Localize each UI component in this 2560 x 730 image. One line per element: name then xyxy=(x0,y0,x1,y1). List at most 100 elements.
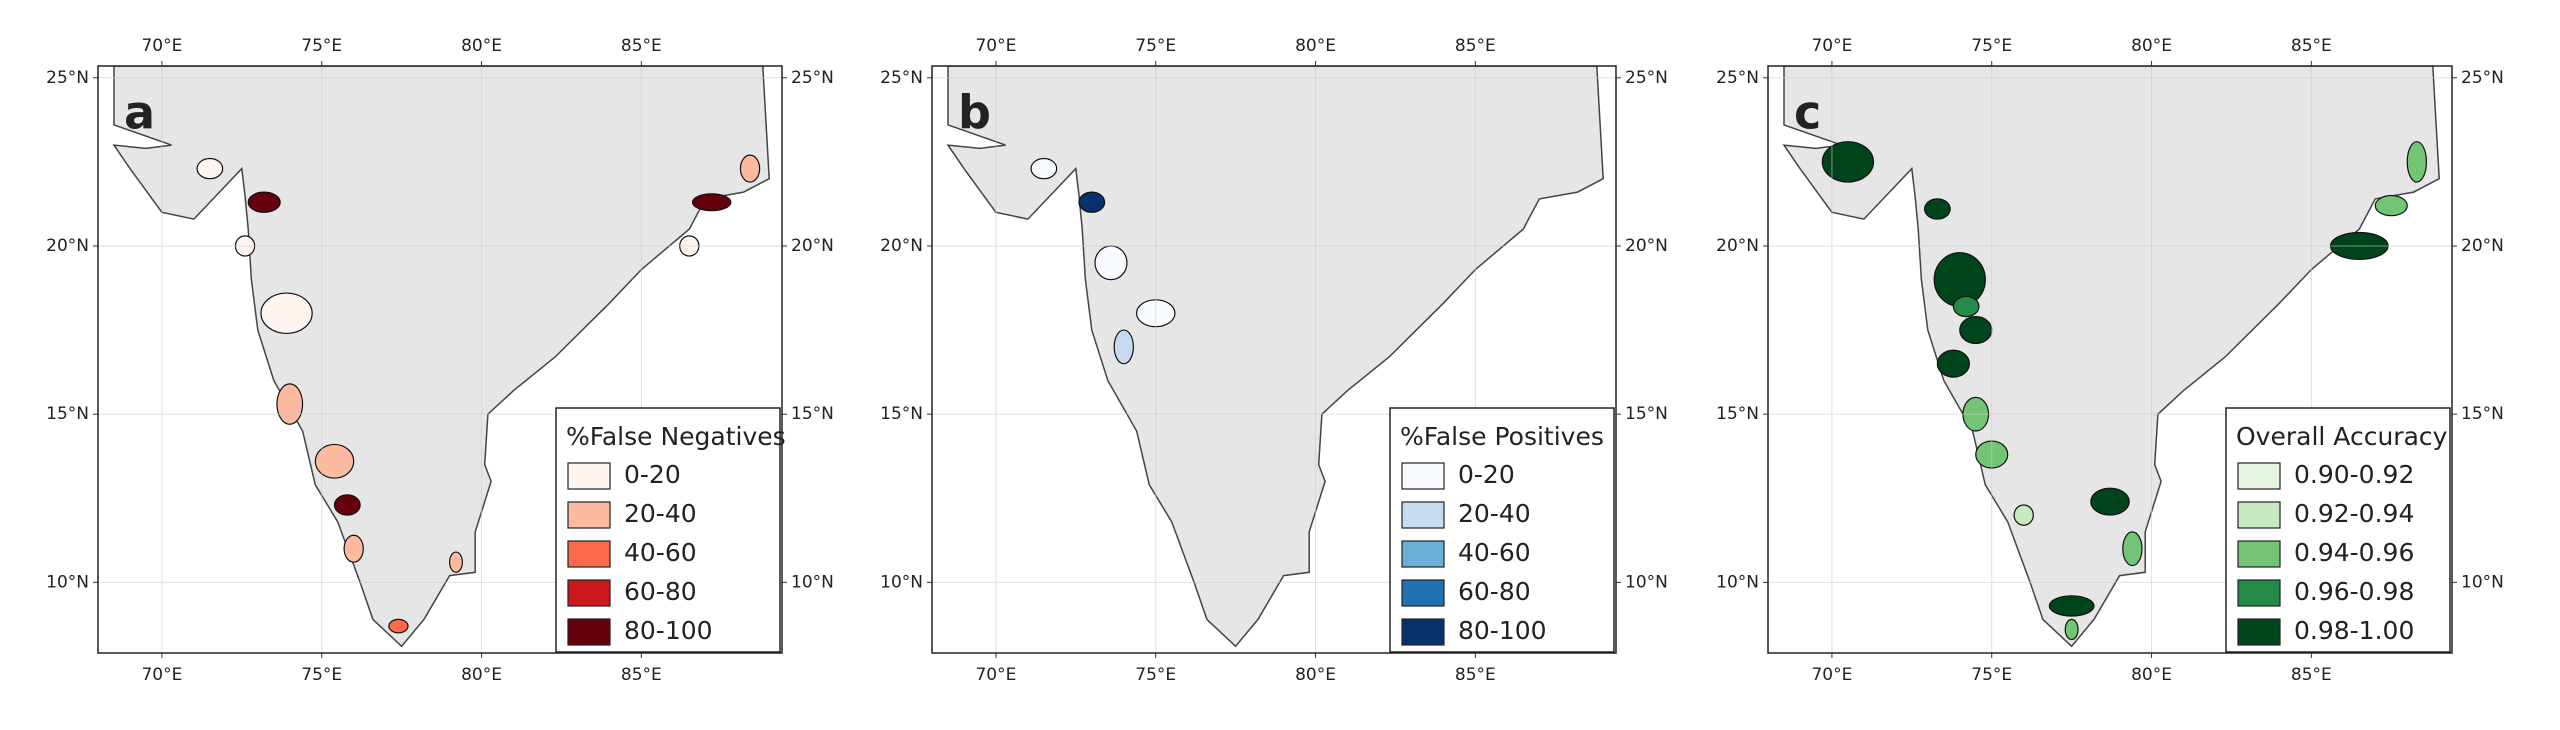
x-tick-label: 80°E xyxy=(461,665,502,685)
district xyxy=(343,534,364,563)
map-panel: 70°E 70°E 75°E 75°E 80°E 80°E 85°E 85°E 10°N 10°N… xyxy=(46,36,834,685)
x-tick-label: 70°E xyxy=(141,36,182,56)
y-tick-label: 20°N xyxy=(46,236,89,256)
district xyxy=(247,191,281,213)
x-tick-label: 75°E xyxy=(301,36,342,56)
legend-label: 0.94-0.96 xyxy=(2294,538,2414,567)
x-tick-label: 70°E xyxy=(1811,665,1852,685)
legend-swatch xyxy=(567,540,611,568)
legend-label: 0.92-0.94 xyxy=(2294,499,2414,528)
district xyxy=(448,551,463,573)
district xyxy=(196,157,224,180)
district xyxy=(2048,595,2095,617)
land xyxy=(112,66,770,648)
x-tick-label: 75°E xyxy=(1135,665,1176,685)
legend-swatch xyxy=(2237,540,2281,568)
x-tick-label: 70°E xyxy=(975,36,1016,56)
district xyxy=(2374,194,2408,217)
legend-label: 60-80 xyxy=(624,577,697,606)
x-tick-label: 80°E xyxy=(1295,36,1336,56)
legend-swatch xyxy=(2237,579,2281,607)
legend-swatch xyxy=(2237,618,2281,646)
legend-title: Overall Accuracy xyxy=(2236,422,2448,451)
legend-swatch xyxy=(567,618,611,646)
y-tick-label: 25°N xyxy=(46,68,89,88)
legend-swatch xyxy=(1401,462,1445,490)
legend-title: %False Negatives xyxy=(566,422,786,451)
x-tick-label: 85°E xyxy=(1455,665,1496,685)
y-tick-label: 10°N xyxy=(2461,572,2504,592)
map-panel: 70°E 70°E 75°E 75°E 80°E 80°E 85°E 85°E 10°N 10°N… xyxy=(1716,36,2504,685)
x-tick-label: 85°E xyxy=(2291,36,2332,56)
legend-label: 80-100 xyxy=(1458,616,1547,645)
x-tick-label: 85°E xyxy=(621,36,662,56)
panel-label: a xyxy=(124,86,155,140)
x-tick-label: 75°E xyxy=(1971,36,2012,56)
land xyxy=(946,66,1604,648)
y-tick-label: 15°N xyxy=(46,404,89,424)
x-tick-label: 75°E xyxy=(301,665,342,685)
legend-label: 0.96-0.98 xyxy=(2294,577,2414,606)
legend-box xyxy=(1389,407,1615,653)
panel-label: b xyxy=(958,86,991,140)
y-tick-label: 10°N xyxy=(791,572,834,592)
x-tick-label: 70°E xyxy=(1811,36,1852,56)
y-tick-label: 15°N xyxy=(1716,404,1759,424)
legend-swatch xyxy=(567,501,611,529)
y-tick-label: 10°N xyxy=(46,572,89,592)
district xyxy=(1078,191,1106,213)
x-tick-label: 80°E xyxy=(2131,36,2172,56)
legend-swatch xyxy=(567,462,611,490)
legend-label: 0-20 xyxy=(1458,460,1515,489)
district xyxy=(2013,504,2034,526)
legend-swatch xyxy=(1401,579,1445,607)
x-tick-label: 80°E xyxy=(461,36,502,56)
district xyxy=(1094,245,1128,281)
panel-label: c xyxy=(1794,86,1821,140)
y-tick-label: 20°N xyxy=(791,236,834,256)
y-tick-label: 25°N xyxy=(1625,68,1668,88)
legend-swatch xyxy=(1401,540,1445,568)
y-tick-label: 15°N xyxy=(1625,404,1668,424)
x-tick-label: 80°E xyxy=(1295,665,1336,685)
map-area xyxy=(1768,66,2452,653)
legend-swatch xyxy=(2237,462,2281,490)
legend-label: 0-20 xyxy=(624,460,681,489)
x-tick-label: 75°E xyxy=(1971,665,2012,685)
y-tick-label: 25°N xyxy=(1716,68,1759,88)
y-tick-label: 15°N xyxy=(880,404,923,424)
legend-title: %False Positives xyxy=(1400,422,1604,451)
legend-swatch xyxy=(1401,501,1445,529)
x-tick-label: 75°E xyxy=(1135,36,1176,56)
legend-label: 40-60 xyxy=(624,538,697,567)
district xyxy=(2064,618,2079,641)
district xyxy=(1936,349,1970,378)
district xyxy=(1959,316,1993,345)
map-frame xyxy=(931,65,1617,654)
district xyxy=(314,443,355,479)
y-tick-label: 10°N xyxy=(880,572,923,592)
district xyxy=(691,193,732,212)
district xyxy=(260,292,313,335)
district xyxy=(1924,198,1951,220)
y-tick-label: 10°N xyxy=(1625,572,1668,592)
y-tick-label: 20°N xyxy=(1625,236,1668,256)
x-tick-label: 80°E xyxy=(2131,665,2172,685)
legend-label: 20-40 xyxy=(624,499,697,528)
legend-swatch xyxy=(567,579,611,607)
y-tick-label: 25°N xyxy=(880,68,923,88)
legend-box xyxy=(555,407,781,653)
y-tick-label: 20°N xyxy=(1716,236,1759,256)
y-tick-label: 10°N xyxy=(1716,572,1759,592)
district xyxy=(2090,487,2130,516)
legend-swatch xyxy=(2237,501,2281,529)
legend-label: 80-100 xyxy=(624,616,713,645)
district xyxy=(388,618,409,634)
map-frame xyxy=(1767,65,2453,654)
district xyxy=(1113,329,1134,365)
y-tick-label: 15°N xyxy=(791,404,834,424)
x-tick-label: 70°E xyxy=(975,665,1016,685)
legend-label: 20-40 xyxy=(1458,499,1531,528)
district xyxy=(276,383,304,425)
